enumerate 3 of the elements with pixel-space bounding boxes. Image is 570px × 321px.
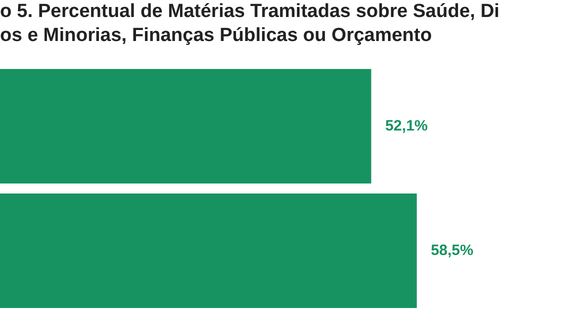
data-label: 58,5% [430, 242, 474, 259]
chart-title: o 5. Percentual de Matérias Tramitadas sobre Saúde, Di os e Minorias, Finanças Públicas ou Orçamento [0, 0, 500, 48]
data-label: 52,1% [385, 117, 428, 134]
